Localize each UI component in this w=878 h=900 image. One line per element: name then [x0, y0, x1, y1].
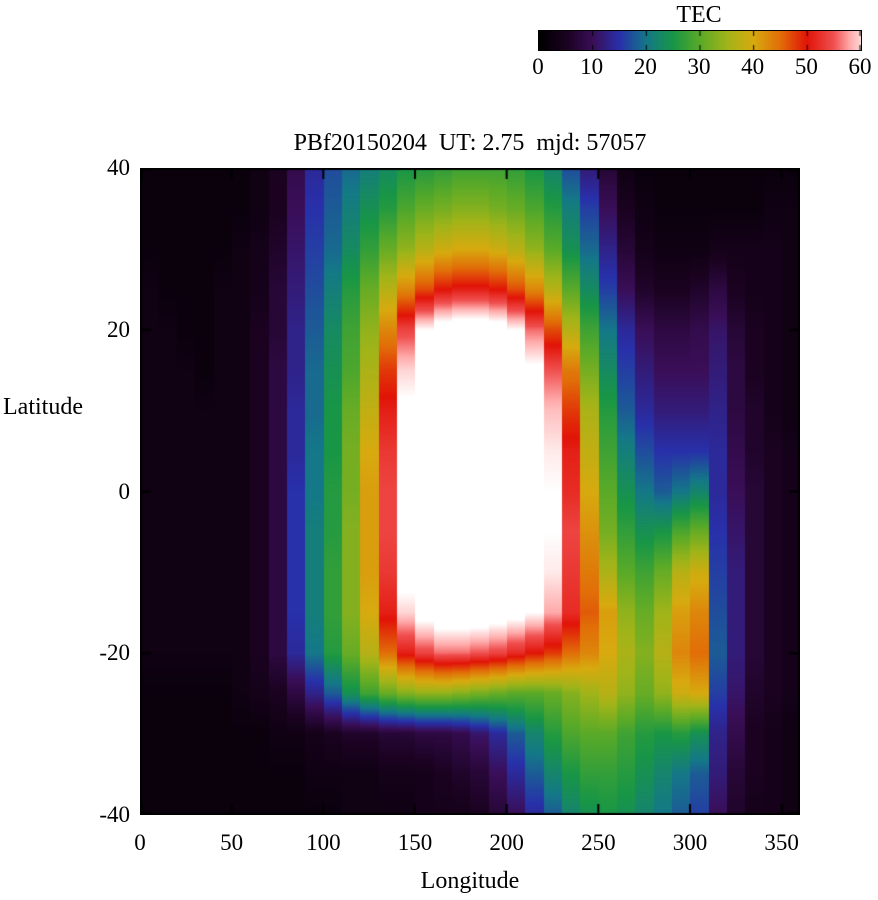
x-tick-label: 150	[397, 830, 433, 855]
x-tick-label: 100	[306, 830, 341, 855]
heatmap-canvas	[140, 168, 800, 815]
x-tick-label: 0	[134, 830, 146, 855]
y-tick-label: -40	[99, 802, 130, 827]
x-axis-label: Longitude	[420, 868, 520, 894]
x-tick-label: 200	[489, 830, 524, 855]
colorbar-title: TEC	[676, 2, 722, 28]
colorbar-tick-label: 30	[687, 54, 711, 79]
x-tick-label: 350	[764, 830, 799, 855]
y-tick-label: -20	[99, 640, 130, 666]
colorbar-tick-label: 50	[794, 54, 818, 79]
plot-area	[140, 168, 800, 815]
y-tick-label: 20	[107, 316, 130, 342]
colorbar-tick-label: 10	[580, 54, 604, 79]
colorbar-tick-label: 40	[741, 54, 765, 79]
colorbar-tick-label: 20	[633, 54, 657, 79]
colorbar-gradient	[539, 31, 861, 50]
colorbar-tick-label: 0	[532, 54, 544, 79]
y-axis-label: Latitude	[3, 394, 83, 420]
x-tick-label: 250	[581, 830, 616, 855]
x-tick-label: 50	[220, 830, 244, 855]
plot-title: PBf20150204 UT: 2.75 mjd: 57057	[293, 130, 647, 156]
colorbar-tick-label: 60	[848, 54, 872, 79]
y-tick-label: 0	[118, 478, 131, 504]
colorbar	[538, 30, 862, 51]
x-tick-label: 300	[672, 830, 708, 855]
y-tick-label: 40	[107, 155, 130, 180]
